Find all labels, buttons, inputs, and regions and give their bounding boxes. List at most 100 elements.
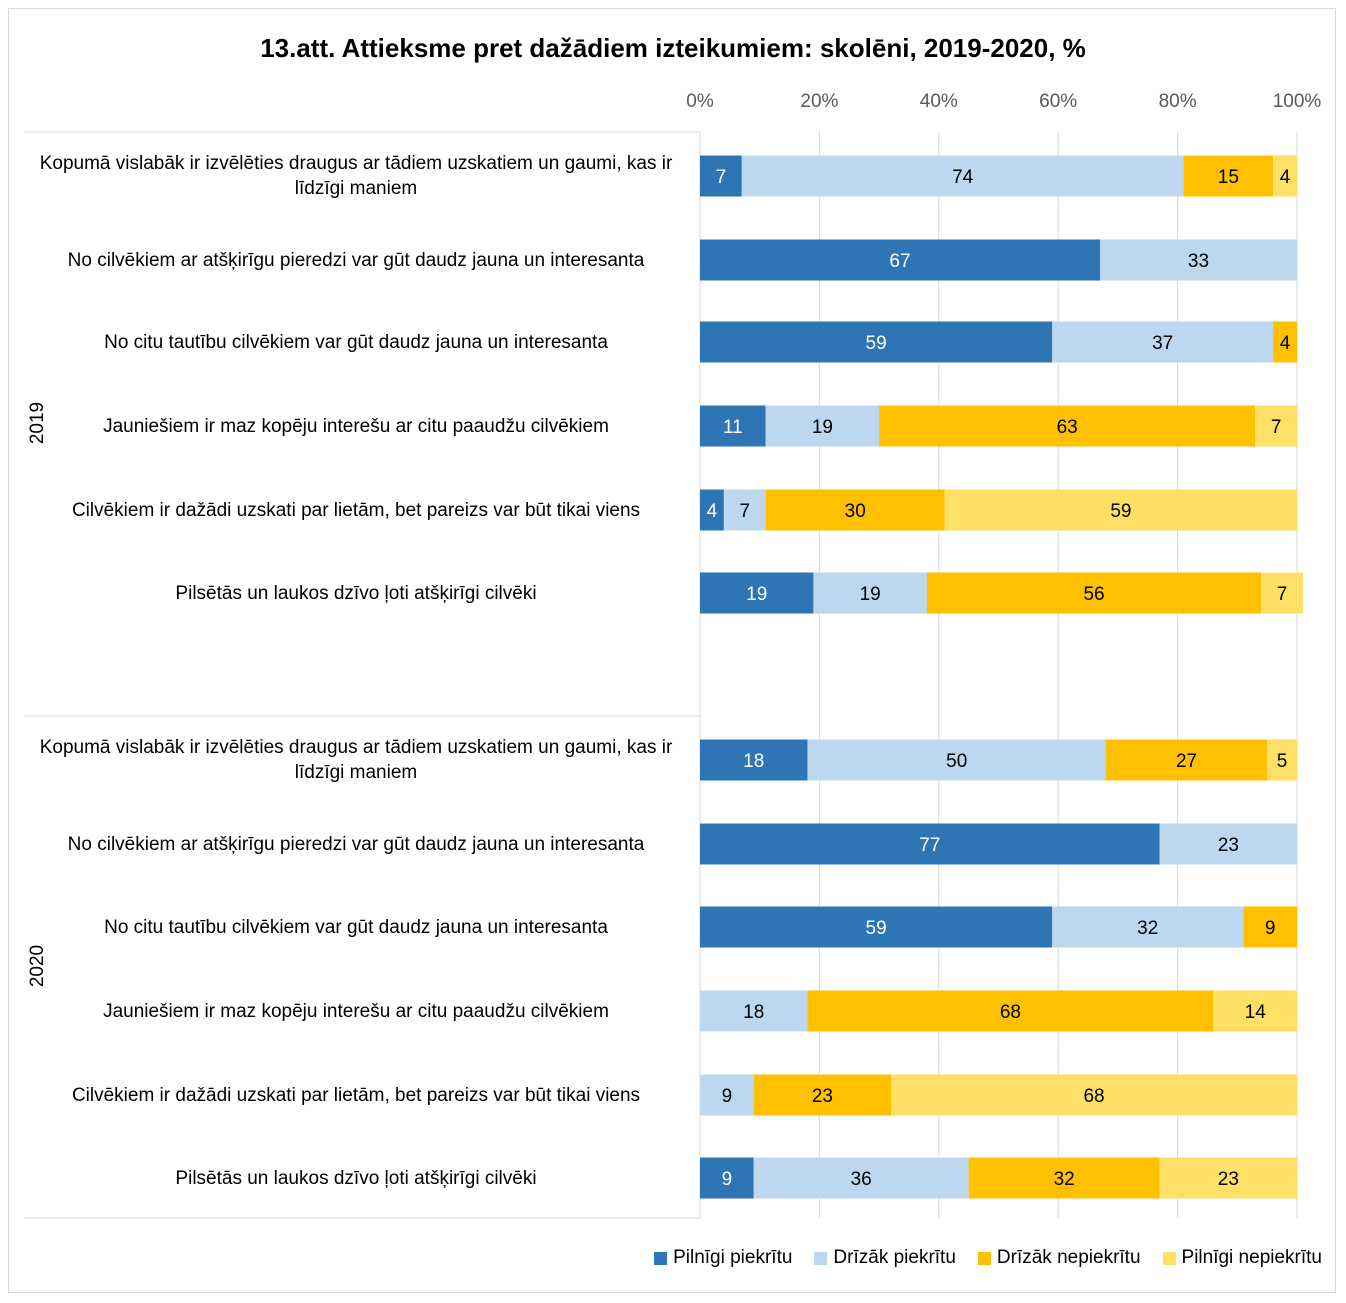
data-label: 74 [952, 167, 974, 188]
category-label: Pilsētās un laukos dzīvo ļoti atšķirīgi … [175, 582, 537, 604]
legend-label: Pilnīgi piekrītu [673, 1247, 793, 1268]
data-label: 14 [1245, 1002, 1267, 1023]
legend-label: Pilnīgi nepiekrītu [1181, 1247, 1322, 1268]
bar-segment [700, 1074, 754, 1116]
data-label: 23 [1218, 835, 1239, 856]
bar-segment [700, 239, 1100, 281]
bar-segment [891, 1074, 1297, 1116]
data-label: 4 [1280, 167, 1291, 188]
data-label: 63 [1057, 417, 1078, 438]
data-label: 19 [860, 584, 881, 605]
data-label: 32 [1137, 918, 1158, 939]
data-label: 59 [866, 333, 887, 354]
data-label: 5 [1277, 751, 1288, 772]
category-label: Pilsētās un laukos dzīvo ļoti atšķirīgi … [175, 1167, 537, 1189]
bar-segment [1159, 1157, 1297, 1199]
bar-segment [700, 572, 814, 614]
bar-segment [700, 990, 808, 1032]
data-label: 19 [746, 584, 767, 605]
bar-segment [1213, 990, 1297, 1032]
bar-segment [1052, 906, 1244, 948]
bar-segment [700, 405, 766, 447]
data-label: 68 [1083, 1086, 1104, 1107]
category-label: No citu tautību cilvēkiem var gūt daudz … [104, 331, 608, 353]
category-label: Jauniešiem ir maz kopēju interešu ar cit… [103, 1000, 609, 1022]
bar-segment [700, 739, 808, 781]
bar-segment [1273, 155, 1297, 197]
bar-segment [700, 906, 1053, 948]
data-label: 9 [722, 1086, 733, 1107]
bar-segment [1255, 405, 1297, 447]
data-label: 56 [1083, 584, 1104, 605]
data-label: 7 [739, 501, 750, 522]
bar-segment [700, 489, 724, 531]
bar-segment [807, 739, 1106, 781]
legend-label: Drīzāk piekrītu [833, 1247, 956, 1268]
bar-segment [700, 155, 742, 197]
data-label: 33 [1188, 251, 1209, 272]
data-label: 23 [812, 1086, 833, 1107]
x-tick-label: 40% [919, 91, 958, 112]
bar-segment [807, 990, 1214, 1032]
data-label: 68 [1000, 1002, 1021, 1023]
bar-segment [753, 1074, 892, 1116]
data-label: 18 [743, 751, 764, 772]
bar-segment [1099, 239, 1297, 281]
data-label: 23 [1218, 1169, 1239, 1190]
bar-segment [813, 572, 927, 614]
data-label: 15 [1218, 167, 1239, 188]
bar-segment [1261, 572, 1303, 614]
bar-segment [741, 155, 1184, 197]
x-tick-label: 20% [800, 91, 839, 112]
bar-segment [700, 1157, 754, 1199]
chart-frame [8, 8, 1336, 1293]
data-label: 4 [707, 501, 718, 522]
chart-title: 13.att. Attieksme pret dažādiem izteikum… [260, 33, 1086, 63]
category-label: No cilvēkiem ar atšķirīgu pieredzi var g… [67, 833, 645, 855]
bar-segment [926, 572, 1262, 614]
data-label: 37 [1152, 333, 1173, 354]
data-label: 7 [1271, 417, 1282, 438]
x-tick-label: 60% [1039, 91, 1078, 112]
legend-item: Pilnīgi piekrītu [654, 1247, 792, 1269]
bar-segment [1105, 739, 1268, 781]
data-label: 7 [716, 167, 727, 188]
data-label: 67 [889, 251, 910, 272]
data-label: 9 [722, 1169, 733, 1190]
data-label: 9 [1265, 918, 1276, 939]
legend-label: Drīzāk nepiekrītu [996, 1247, 1141, 1268]
legend-swatch [977, 1251, 991, 1265]
legend-swatch [1162, 1251, 1176, 1265]
data-label: 4 [1280, 333, 1291, 354]
bar-segment [944, 489, 1297, 531]
category-label: No cilvēkiem ar atšķirīgu pieredzi var g… [67, 249, 645, 271]
bar-segment [753, 1157, 969, 1199]
bar-segment [1267, 739, 1297, 781]
bar-segment [1052, 321, 1274, 363]
bar-segment [968, 1157, 1160, 1199]
data-label: 59 [866, 918, 887, 939]
bar-segment [700, 823, 1160, 865]
bar-segment [1243, 906, 1297, 948]
category-label: Kopumā vislabāk ir izvēlēties draugus ar… [39, 737, 673, 783]
legend-item: Pilnīgi nepiekrītu [1162, 1247, 1322, 1269]
data-label: 19 [812, 417, 833, 438]
bar-segment [765, 405, 880, 447]
bar-segment [879, 405, 1256, 447]
bar-segment [1273, 321, 1297, 363]
data-label: 36 [851, 1169, 872, 1190]
category-label: No citu tautību cilvēkiem var gūt daudz … [104, 916, 608, 938]
data-label: 18 [743, 1002, 764, 1023]
x-tick-label: 80% [1158, 91, 1197, 112]
data-label: 59 [1110, 501, 1131, 522]
legend-item: Drīzāk piekrītu [814, 1247, 956, 1269]
data-label: 50 [946, 751, 967, 772]
bar-segment [1183, 155, 1274, 197]
data-label: 7 [1277, 584, 1288, 605]
bar-segment [700, 321, 1053, 363]
x-tick-label: 0% [686, 91, 714, 112]
bar-segment [1159, 823, 1297, 865]
data-label: 27 [1176, 751, 1197, 772]
legend-swatch [654, 1251, 668, 1265]
